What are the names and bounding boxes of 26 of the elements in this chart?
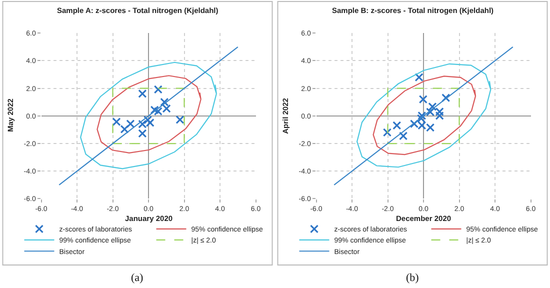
text: (b) (406, 272, 420, 284)
point (126, 119, 135, 128)
text: (a) (131, 272, 144, 284)
point (392, 121, 402, 130)
point (160, 98, 169, 106)
point (418, 95, 428, 104)
point (414, 72, 424, 82)
point (382, 128, 392, 137)
point (428, 102, 437, 111)
point (138, 129, 147, 138)
point (176, 115, 184, 124)
point (143, 116, 152, 124)
point (120, 124, 129, 134)
point (416, 114, 426, 123)
point (435, 111, 444, 120)
point (150, 106, 159, 114)
point (442, 94, 450, 102)
point (154, 85, 162, 94)
point (112, 118, 121, 126)
line-series (80, 62, 217, 170)
line-series (96, 75, 202, 154)
line-series (356, 63, 492, 168)
point (138, 89, 147, 98)
point (418, 111, 426, 120)
line-series (372, 76, 476, 156)
point (399, 132, 408, 140)
